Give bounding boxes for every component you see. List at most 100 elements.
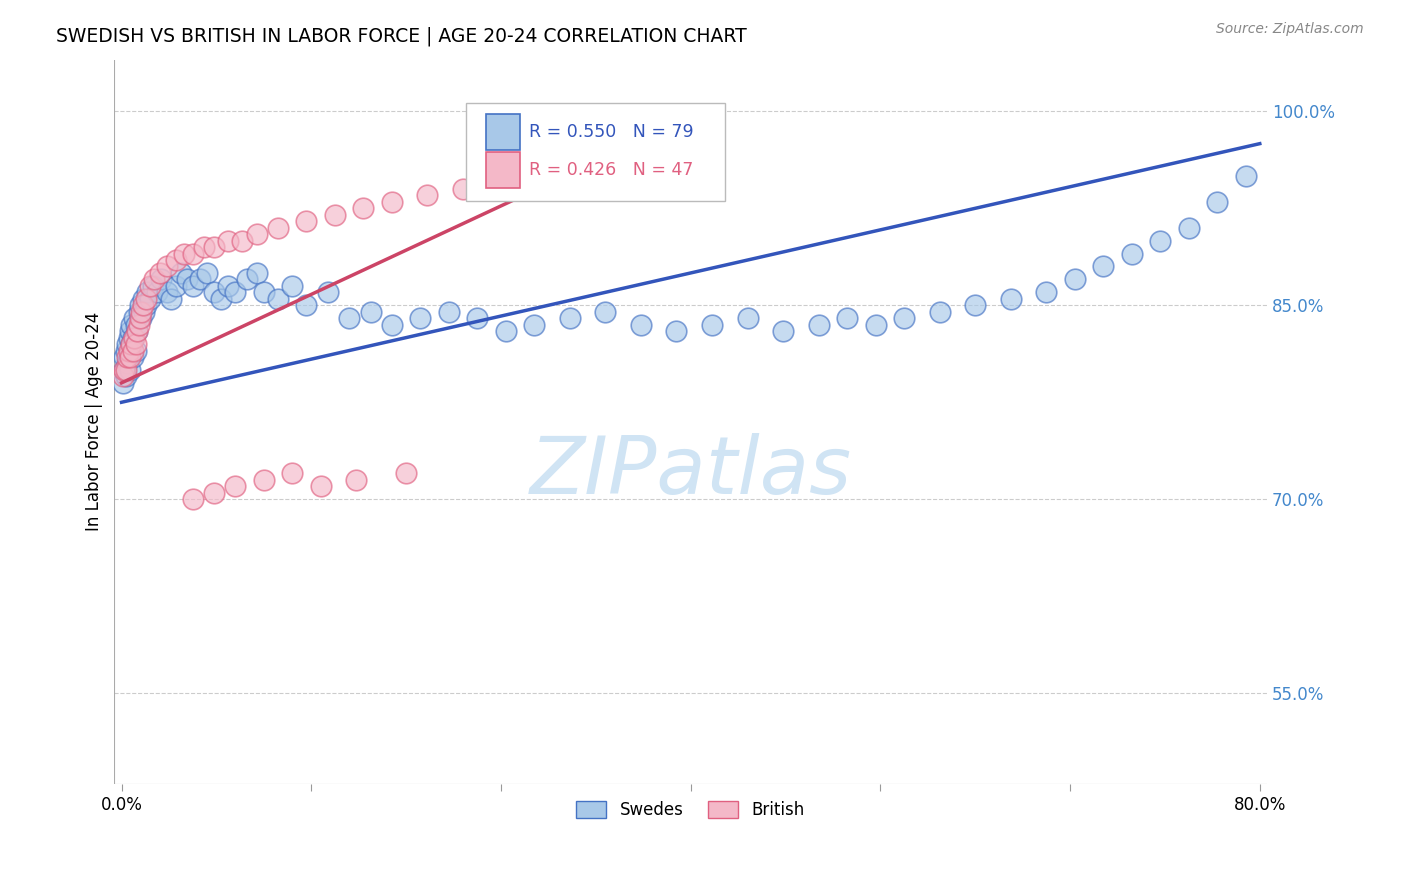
Point	[1177, 220, 1199, 235]
Point	[128, 318, 150, 332]
Point	[488, 176, 510, 190]
Point	[122, 330, 145, 344]
Point	[295, 214, 318, 228]
Point	[772, 324, 794, 338]
Point	[395, 467, 418, 481]
Point	[112, 363, 135, 377]
Point	[143, 272, 166, 286]
Point	[121, 337, 143, 351]
Point	[224, 479, 246, 493]
Point	[928, 304, 950, 318]
Point	[665, 324, 688, 338]
Point	[125, 337, 148, 351]
Y-axis label: In Labor Force | Age 20-24: In Labor Force | Age 20-24	[86, 312, 103, 532]
Point	[609, 156, 631, 170]
Point	[114, 369, 136, 384]
Point	[837, 311, 859, 326]
Point	[125, 318, 148, 332]
Point	[224, 285, 246, 300]
Point	[558, 311, 581, 326]
Point	[865, 318, 887, 332]
Point	[630, 318, 652, 332]
Point	[150, 272, 173, 286]
Point	[120, 363, 142, 377]
Point	[114, 363, 136, 377]
Point	[156, 260, 179, 274]
Point	[112, 363, 135, 377]
Point	[202, 485, 225, 500]
Point	[127, 324, 149, 338]
Point	[136, 285, 159, 300]
Point	[235, 272, 257, 286]
Point	[115, 350, 138, 364]
Point	[125, 343, 148, 358]
Point	[352, 202, 374, 216]
Point	[381, 318, 404, 332]
Point	[111, 376, 134, 390]
Point	[120, 350, 142, 364]
Point	[253, 473, 276, 487]
Point	[530, 169, 553, 183]
Point	[165, 279, 187, 293]
Point	[120, 324, 142, 338]
Point	[114, 343, 136, 358]
Point	[595, 304, 617, 318]
Point	[181, 492, 204, 507]
FancyBboxPatch shape	[465, 103, 725, 201]
Text: ZIPatlas: ZIPatlas	[530, 434, 852, 511]
Point	[122, 343, 145, 358]
Point	[309, 479, 332, 493]
FancyBboxPatch shape	[485, 114, 520, 150]
Point	[700, 318, 723, 332]
Point	[267, 292, 290, 306]
Point	[121, 337, 143, 351]
Point	[1000, 292, 1022, 306]
Point	[165, 253, 187, 268]
Point	[131, 304, 153, 318]
Point	[246, 266, 269, 280]
Text: R = 0.550   N = 79: R = 0.550 N = 79	[529, 123, 695, 141]
Point	[381, 194, 404, 209]
Point	[160, 292, 183, 306]
Point	[202, 285, 225, 300]
Point	[149, 266, 172, 280]
Point	[737, 311, 759, 326]
Point	[807, 318, 830, 332]
Point	[1121, 246, 1143, 260]
Point	[156, 285, 179, 300]
Legend: Swedes, British: Swedes, British	[569, 795, 811, 826]
Point	[121, 318, 143, 332]
Point	[129, 311, 152, 326]
Point	[122, 350, 145, 364]
Point	[295, 298, 318, 312]
Point	[893, 311, 915, 326]
Point	[1206, 194, 1229, 209]
Point	[193, 240, 215, 254]
Point	[437, 304, 460, 318]
Point	[112, 350, 135, 364]
Point	[111, 369, 134, 384]
Point	[135, 298, 157, 312]
Point	[115, 356, 138, 370]
Point	[1149, 234, 1171, 248]
Point	[124, 330, 146, 344]
Point	[146, 285, 169, 300]
Point	[181, 246, 204, 260]
Point	[188, 272, 211, 286]
Point	[129, 298, 152, 312]
Point	[134, 304, 156, 318]
Point	[465, 311, 488, 326]
Point	[127, 324, 149, 338]
Point	[117, 343, 139, 358]
Text: R = 0.426   N = 47: R = 0.426 N = 47	[529, 161, 693, 178]
Point	[267, 220, 290, 235]
Point	[139, 279, 162, 293]
Point	[176, 272, 198, 286]
Point	[217, 279, 239, 293]
Point	[416, 188, 439, 202]
Point	[316, 285, 339, 300]
Point	[281, 279, 304, 293]
Point	[1092, 260, 1115, 274]
Point	[523, 318, 546, 332]
Point	[281, 467, 304, 481]
